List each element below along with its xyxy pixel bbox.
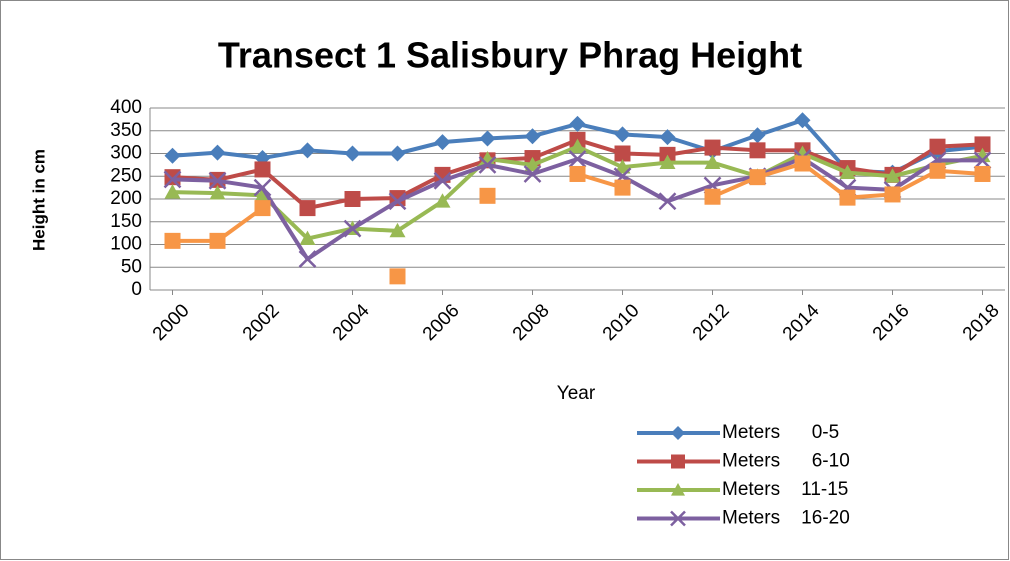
x-axis-label: Year <box>557 383 596 404</box>
y-tick-label: 250 <box>110 165 142 186</box>
marker <box>974 136 991 153</box>
marker <box>749 127 766 144</box>
marker <box>569 115 586 132</box>
marker <box>749 142 766 159</box>
marker <box>343 219 362 238</box>
marker <box>524 156 541 172</box>
marker <box>704 139 721 156</box>
marker <box>208 171 227 190</box>
legend-text: Meters 6-10 <box>722 451 850 472</box>
marker <box>884 186 901 203</box>
marker <box>389 268 406 285</box>
marker <box>524 128 541 145</box>
y-tick-label: 150 <box>110 211 142 232</box>
marker <box>479 187 496 204</box>
marker <box>794 112 811 129</box>
y-axis-label: Height in cm <box>29 149 48 251</box>
marker <box>254 187 271 202</box>
marker <box>299 142 316 159</box>
marker <box>523 165 542 183</box>
marker <box>568 150 587 168</box>
marker <box>704 154 721 169</box>
marker <box>163 170 182 189</box>
marker <box>164 232 181 249</box>
marker <box>254 200 271 217</box>
y-tick-label: 100 <box>110 234 142 255</box>
marker <box>389 145 406 162</box>
y-tick-label: 300 <box>110 143 142 164</box>
marker <box>164 169 181 186</box>
marker <box>929 138 946 155</box>
marker <box>884 168 901 183</box>
marker <box>164 147 181 164</box>
marker <box>434 134 451 151</box>
y-tick-label: 350 <box>110 120 142 141</box>
marker <box>974 165 991 182</box>
marker <box>254 161 271 178</box>
marker <box>659 129 676 146</box>
y-tick-label: 400 <box>110 97 142 118</box>
marker <box>164 184 181 199</box>
marker <box>671 483 685 496</box>
marker <box>389 222 406 238</box>
marker <box>388 192 407 211</box>
marker <box>299 200 316 217</box>
marker <box>478 155 497 174</box>
legend-text: Meters 16-20 <box>722 508 850 529</box>
marker <box>658 192 677 211</box>
marker <box>434 193 451 208</box>
marker <box>839 164 856 180</box>
marker <box>479 130 496 147</box>
marker <box>569 138 586 154</box>
marker <box>344 191 361 207</box>
marker <box>209 185 226 200</box>
marker <box>433 171 452 190</box>
marker <box>671 426 685 440</box>
marker <box>794 155 811 172</box>
marker <box>670 510 686 527</box>
marker <box>298 250 317 268</box>
marker <box>569 165 586 182</box>
marker <box>614 145 631 162</box>
y-tick-label: 50 <box>121 256 142 277</box>
marker <box>704 188 721 205</box>
marker <box>929 162 946 179</box>
legend-text: Meters 11-15 <box>722 479 848 500</box>
marker <box>209 232 226 249</box>
legend-text: Meters 0-5 <box>722 422 839 443</box>
marker <box>209 144 226 161</box>
marker <box>659 154 676 169</box>
marker <box>614 126 631 143</box>
chart-title: Transect 1 Salisbury Phrag Height <box>218 35 802 76</box>
marker <box>973 151 992 170</box>
y-tick-label: 200 <box>110 188 142 209</box>
marker <box>253 178 272 197</box>
y-tick-label: 0 <box>131 279 142 300</box>
marker <box>839 189 856 206</box>
marker <box>749 169 766 186</box>
marker <box>344 145 361 162</box>
marker <box>614 159 631 174</box>
marker <box>614 179 631 196</box>
marker <box>299 230 316 245</box>
marker <box>671 454 685 469</box>
